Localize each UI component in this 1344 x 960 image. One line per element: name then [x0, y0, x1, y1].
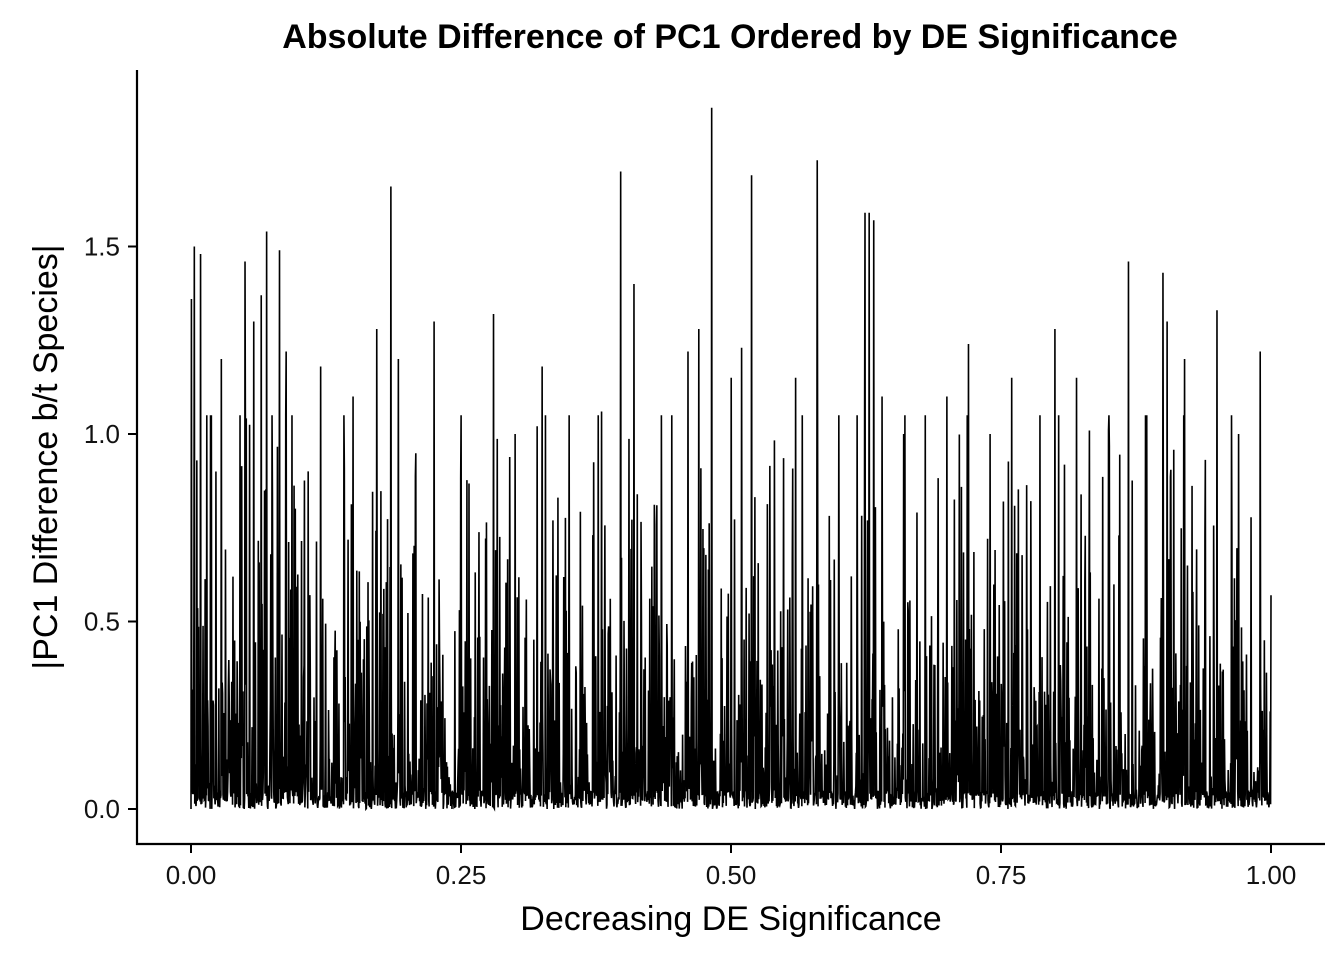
y-tick-label: 1.5 — [84, 232, 120, 262]
y-tick-label: 0.0 — [84, 794, 120, 824]
x-axis-label: Decreasing DE Significance — [520, 900, 941, 938]
series-line — [190, 107, 1272, 812]
x-tick-label: 0.75 — [976, 860, 1027, 890]
chart-title: Absolute Difference of PC1 Ordered by DE… — [282, 18, 1178, 56]
x-axis-ticks: 0.00 0.25 0.50 0.75 1.00 — [166, 844, 1297, 890]
x-tick-label: 0.50 — [706, 860, 757, 890]
x-tick-label: 1.00 — [1246, 860, 1297, 890]
y-tick-label: 0.5 — [84, 607, 120, 637]
y-axis-label: |PC1 Difference b/t Species| — [27, 244, 65, 669]
y-tick-label: 1.0 — [84, 419, 120, 449]
y-axis-ticks: 0.0 0.5 1.0 1.5 — [84, 232, 137, 824]
plot-series — [190, 107, 1272, 812]
x-tick-label: 0.25 — [436, 860, 487, 890]
x-tick-label: 0.00 — [166, 860, 217, 890]
